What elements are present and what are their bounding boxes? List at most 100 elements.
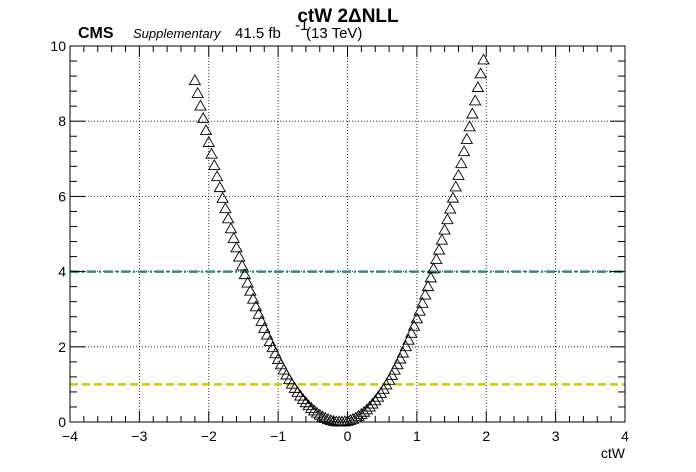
scan-point	[269, 347, 282, 359]
scan-point	[421, 280, 435, 292]
scan-point	[363, 400, 376, 412]
lumi-label: 41.5 fb	[235, 25, 281, 42]
scan-point	[396, 346, 410, 358]
x-tick-label: 3	[552, 428, 560, 444]
scan-point	[452, 168, 465, 180]
x-tick-label: 1	[413, 428, 421, 444]
x-tick-label: 2	[482, 428, 490, 444]
scan-point	[424, 271, 438, 283]
scan-point	[263, 335, 277, 346]
scan-point	[227, 231, 241, 243]
x-tick-label: −3	[131, 428, 147, 444]
scan-point	[391, 358, 404, 370]
scan-point	[460, 132, 474, 144]
scan-point	[430, 253, 443, 265]
lumi-superscript: -1	[295, 17, 308, 34]
scan-point	[463, 120, 476, 132]
scan-points	[188, 53, 490, 427]
scan-point	[224, 222, 238, 234]
scan-point	[413, 304, 426, 316]
scan-point	[266, 341, 279, 353]
scan-point	[221, 212, 235, 224]
scan-point	[438, 223, 451, 235]
scan-point	[191, 86, 204, 98]
y-tick-label: 10	[50, 38, 66, 54]
scan-point	[260, 328, 274, 340]
scan-point	[202, 135, 216, 147]
scan-point	[210, 170, 224, 182]
scan-point	[238, 268, 252, 280]
scan-point	[341, 414, 354, 426]
x-tick-label: 0	[344, 428, 352, 444]
scan-point	[299, 396, 313, 408]
scan-point	[388, 363, 401, 375]
scan-point	[232, 250, 246, 262]
scan-point	[296, 393, 310, 404]
scan-point	[321, 413, 335, 425]
scan-point	[368, 394, 382, 406]
scan-point	[441, 213, 454, 225]
y-tick-label: 4	[58, 264, 66, 280]
scan-point	[432, 243, 446, 255]
y-tick-label: 8	[58, 113, 66, 129]
scan-point	[471, 80, 485, 92]
reference-lines	[70, 270, 625, 386]
scan-point	[418, 288, 432, 300]
scan-point	[249, 300, 263, 312]
scan-point	[449, 180, 463, 192]
scan-point	[393, 352, 407, 364]
scan-point	[208, 159, 221, 171]
scan-point	[310, 406, 324, 418]
cms-label: CMS	[78, 25, 114, 42]
scan-point	[213, 181, 227, 193]
scan-point	[399, 340, 413, 352]
scan-point	[255, 314, 268, 326]
x-tick-labels: −4 −3 −2 −1 0 1 2 3 4	[62, 428, 629, 444]
x-tick-label: −2	[201, 428, 217, 444]
scan-point	[402, 333, 415, 345]
scan-point	[405, 326, 418, 338]
scan-point	[196, 111, 210, 123]
y-tick-labels: 0 2 4 6 8 10	[50, 38, 66, 430]
chart-title: ctW 2ΔNLL	[297, 6, 399, 27]
scan-point	[244, 284, 257, 296]
scan-point	[443, 202, 457, 214]
supplementary-label: Supplementary	[133, 26, 222, 41]
scan-point	[216, 191, 229, 203]
y-tick-label: 2	[58, 339, 66, 355]
scan-point	[360, 403, 374, 415]
x-tick-label: −1	[270, 428, 286, 444]
scan-point	[454, 157, 468, 169]
scan-point	[302, 399, 315, 411]
scan-point	[366, 397, 379, 409]
scan-point	[235, 259, 249, 271]
scan-point	[457, 145, 471, 157]
scan-point	[407, 319, 421, 331]
scan-point	[427, 262, 440, 274]
y-tick-label: 6	[58, 188, 66, 204]
scan-point	[294, 389, 307, 401]
y-tick-label: 0	[58, 414, 66, 430]
scan-point	[188, 74, 202, 85]
axis-ticks	[69, 45, 626, 423]
scan-point	[230, 241, 243, 253]
scan-point	[371, 390, 385, 402]
scan-point	[241, 276, 254, 288]
scan-point	[416, 296, 429, 308]
scan-point	[199, 124, 213, 136]
scan-point	[257, 321, 271, 333]
x-tick-label: 4	[621, 428, 629, 444]
energy-label: (13 TeV)	[306, 25, 362, 42]
x-axis-title: ctW	[601, 445, 626, 461]
x-tick-label: −4	[62, 428, 78, 444]
scan-point	[410, 312, 424, 324]
scan-point	[305, 401, 318, 413]
scan-point	[246, 292, 260, 304]
scan-point	[435, 233, 449, 245]
scan-point	[205, 147, 218, 159]
scan-point	[291, 385, 304, 397]
scan-point	[219, 202, 232, 214]
scan-point	[468, 94, 482, 106]
